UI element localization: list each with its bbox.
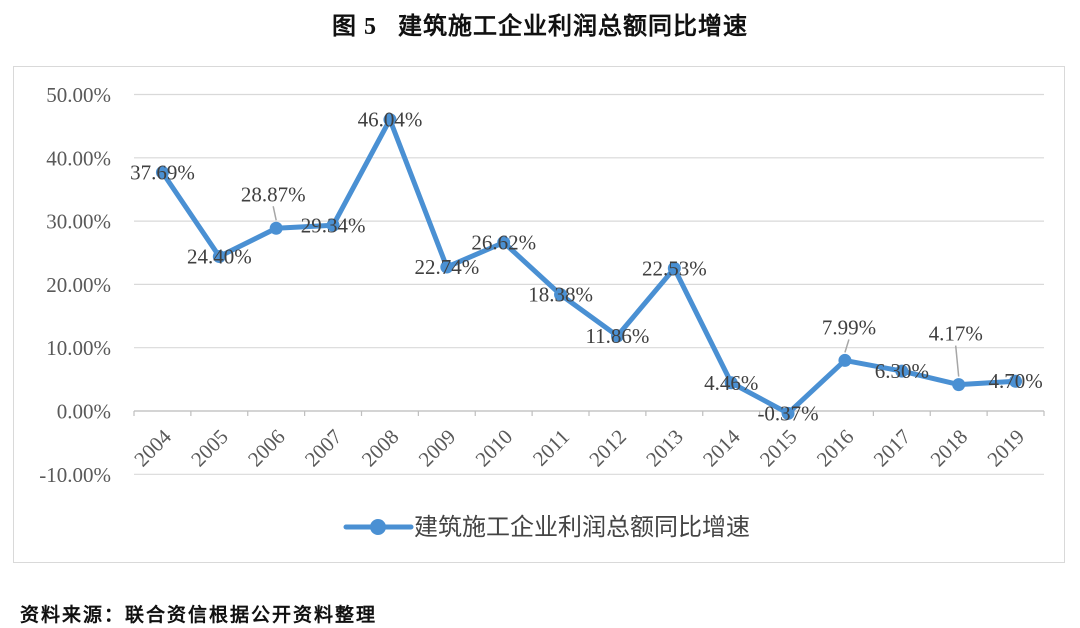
- data-label: 22.53%: [642, 256, 707, 280]
- data-label: 37.69%: [130, 160, 195, 184]
- x-axis-tick-label: 2019: [982, 425, 1029, 472]
- data-label-leader-line: [954, 345, 960, 377]
- data-point-marker: [781, 406, 795, 420]
- data-point-marker: [326, 218, 340, 232]
- x-axis-tick-label: 2009: [414, 425, 461, 472]
- data-label: 24.40%: [187, 245, 252, 269]
- y-axis-tick-label: 20.00%: [46, 273, 111, 297]
- data-label: 7.99%: [822, 315, 876, 339]
- y-axis-tick-label: 30.00%: [46, 210, 111, 234]
- y-axis-tick-label: 10.00%: [46, 336, 111, 360]
- x-axis-tick-label: 2006: [243, 425, 290, 472]
- data-point-marker: [610, 329, 624, 343]
- data-label: 11.86%: [585, 324, 649, 348]
- x-axis-tick-label: 2007: [300, 425, 347, 472]
- series-line: [159, 117, 1019, 416]
- y-axis-tick-label: 0.00%: [57, 400, 111, 424]
- x-axis-tick-label: 2011: [528, 425, 574, 471]
- data-point-marker: [895, 364, 909, 378]
- data-label: 46.04%: [358, 108, 423, 132]
- data-label-leader-line: [844, 339, 850, 353]
- data-point-marker: [554, 288, 568, 302]
- data-point-marker: [1009, 374, 1023, 388]
- x-axis-tick-label: 2005: [186, 425, 233, 472]
- x-axis-tick-label: 2017: [869, 425, 916, 472]
- chart-frame: -10.00% 0.00% 10.00% 20.00% 30.00% 40.00% 50.0…: [13, 66, 1065, 563]
- data-point-marker: [667, 261, 681, 275]
- data-point-marker: [212, 250, 226, 264]
- data-label: 18.38%: [528, 283, 593, 307]
- data-label: 6.30%: [875, 359, 929, 383]
- data-point-marker: [383, 113, 397, 127]
- y-axis-tick-label: -10.00%: [39, 463, 111, 487]
- data-point-marker: [155, 165, 169, 179]
- x-axis-tick-label: 2012: [584, 425, 631, 472]
- data-point-marker: [497, 235, 511, 249]
- x-axis-tick-label: 2008: [357, 425, 404, 472]
- x-axis-tick-label: 2010: [471, 425, 518, 472]
- data-point-marker: [952, 378, 966, 392]
- x-axis-tick-label: 2018: [926, 425, 973, 472]
- y-axis-tick-label: 50.00%: [46, 83, 111, 107]
- x-axis-tick-label: 2015: [755, 425, 802, 472]
- data-point-marker: [269, 221, 283, 235]
- data-point-marker: [440, 260, 454, 274]
- source-note: 资料来源：联合资信根据公开资料整理: [20, 605, 378, 626]
- x-axis-tick-label: 2013: [641, 425, 688, 472]
- data-label: 4.17%: [929, 322, 983, 346]
- data-point-marker: [838, 353, 852, 367]
- x-axis-tick-label: 2016: [812, 425, 859, 472]
- data-label: 26.62%: [471, 230, 536, 254]
- data-label: 22.74%: [414, 255, 479, 279]
- figure-title: 图 5 建筑施工企业利润总额同比增速: [332, 14, 748, 40]
- data-point-marker: [724, 376, 738, 390]
- y-axis-tick-label: 40.00%: [46, 146, 111, 170]
- data-label-leader-line: [272, 206, 277, 221]
- data-label: 4.70%: [988, 369, 1042, 393]
- legend-key-marker: [370, 519, 386, 535]
- data-label: 29.34%: [301, 213, 366, 237]
- x-axis-tick-label: 2004: [129, 424, 176, 471]
- legend-label: 建筑施工企业利润总额同比增速: [414, 514, 750, 541]
- data-label: -0.37%: [757, 401, 818, 425]
- line-chart: -10.00% 0.00% 10.00% 20.00% 30.00% 40.00% 50.0…: [39, 83, 1045, 541]
- data-label: 28.87%: [241, 182, 306, 206]
- x-axis-tick-label: 2014: [698, 424, 745, 471]
- data-label: 4.46%: [704, 371, 758, 395]
